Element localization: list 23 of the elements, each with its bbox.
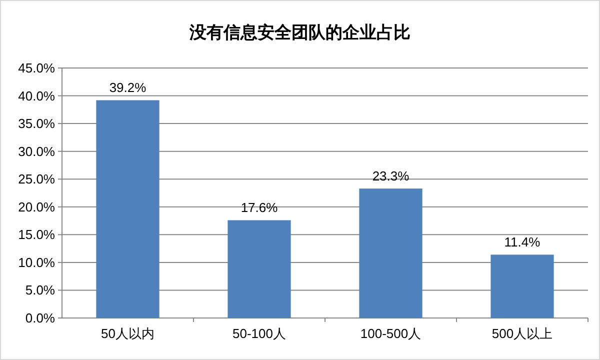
y-tick-label: 40.0% (18, 88, 56, 104)
x-tick-label: 500人以上 (492, 326, 553, 341)
y-tick-label: 0.0% (25, 310, 56, 326)
data-label: 17.6% (240, 200, 278, 216)
bar (490, 254, 554, 318)
x-tick-label: 50-100人 (232, 326, 286, 341)
y-tick-label: 15.0% (18, 227, 56, 242)
x-tick-label: 100-500人 (360, 326, 422, 341)
data-label: 11.4% (504, 234, 541, 250)
y-tick-label: 35.0% (18, 116, 56, 132)
y-tick-label: 10.0% (18, 254, 56, 270)
y-tick-label: 5.0% (25, 282, 56, 298)
bar (96, 100, 160, 318)
data-label: 23.3% (372, 168, 410, 184)
x-tick-label: 50人以内 (101, 326, 154, 341)
chart-title: 没有信息安全团队的企业占比 (188, 23, 410, 42)
y-tick-label: 20.0% (18, 199, 56, 214)
y-tick-label: 25.0% (18, 172, 56, 187)
bar (228, 220, 291, 318)
data-label: 39.2% (109, 80, 147, 96)
y-tick-label: 45.0% (18, 60, 56, 76)
bar (359, 188, 422, 318)
y-tick-label: 30.0% (18, 144, 56, 159)
